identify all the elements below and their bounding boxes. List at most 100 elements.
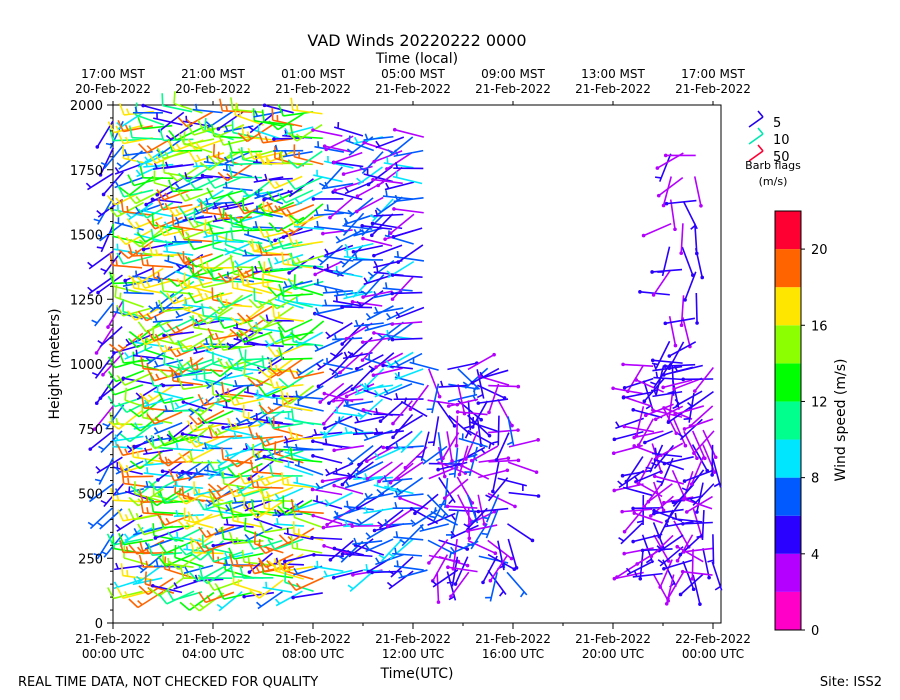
barb-tip	[372, 528, 377, 533]
wind-barb	[344, 242, 374, 252]
wind-barb	[507, 523, 535, 543]
barb-half	[378, 554, 385, 559]
x-tick-label: 22-Feb-2022	[675, 632, 751, 646]
barb-half	[690, 498, 697, 504]
barb-half	[324, 181, 329, 189]
barb-staff	[399, 497, 429, 510]
barb-staff	[142, 209, 173, 218]
wind-barb	[236, 485, 273, 497]
barb-full	[151, 265, 155, 278]
barb-full	[118, 103, 125, 116]
barb-staff	[623, 363, 654, 367]
wind-barb	[258, 358, 294, 378]
wind-barb	[702, 548, 711, 580]
barb-tip	[320, 479, 325, 483]
barb-half	[175, 143, 181, 150]
wind-barb	[187, 175, 224, 190]
barb-full	[276, 321, 286, 333]
barb-staff	[212, 229, 243, 235]
barb-staff	[342, 553, 373, 558]
barb-full	[141, 395, 145, 409]
barb-half	[323, 570, 328, 577]
wind-barb	[214, 525, 244, 536]
barb-half	[256, 601, 262, 607]
barb-staff	[680, 573, 704, 596]
wind-barb	[343, 250, 374, 261]
wind-barb	[247, 113, 274, 134]
barb-half	[245, 314, 252, 320]
barb-staff	[214, 525, 244, 536]
barb-staff	[394, 352, 423, 368]
barb-staff	[113, 281, 144, 285]
barb-half	[450, 530, 456, 537]
barb-half	[318, 182, 326, 187]
wind-barb	[310, 487, 343, 496]
barb-staff	[392, 413, 414, 438]
barb-full	[128, 408, 140, 418]
barb-half	[488, 442, 492, 450]
wind-barb	[141, 242, 174, 252]
barb-tip	[621, 395, 626, 400]
barb-staff	[396, 414, 424, 432]
wind-barb	[621, 391, 654, 400]
barb-half	[233, 432, 238, 439]
barb-staff	[153, 240, 184, 245]
wind-barb	[460, 463, 490, 480]
barb-tip	[362, 140, 366, 145]
barb-staff	[332, 336, 354, 360]
barb-tip	[370, 233, 374, 238]
wind-barb	[446, 556, 459, 587]
barb-full	[157, 434, 166, 447]
barb-full	[146, 413, 156, 425]
barb-staff	[177, 423, 204, 443]
barb-staff	[398, 569, 428, 579]
barb-half	[244, 206, 250, 213]
wind-barb	[673, 405, 705, 417]
barb-staff	[430, 510, 459, 526]
barb-half	[347, 351, 354, 356]
barb-staff	[322, 443, 353, 449]
barb-tip	[391, 435, 395, 440]
barb-staff	[711, 561, 723, 591]
barb-full	[258, 560, 266, 573]
barb-full	[204, 219, 207, 232]
barb-half	[146, 259, 149, 266]
barb-staff	[312, 488, 343, 496]
y-tick-label: 750	[78, 423, 103, 438]
wind-barb	[507, 461, 539, 474]
wind-barb	[377, 321, 404, 341]
barb-half	[429, 515, 436, 519]
barb-half	[195, 515, 200, 522]
barb-half	[223, 156, 229, 163]
barb-staff	[232, 423, 263, 431]
barb-tip	[327, 401, 331, 405]
barb-tip	[638, 290, 642, 294]
barb-full	[279, 332, 285, 345]
barb-staff	[294, 254, 325, 265]
barb-tip	[631, 408, 636, 412]
barb-half	[374, 306, 379, 313]
barb-staff	[692, 507, 703, 537]
barb-half	[326, 204, 329, 211]
barb-full	[208, 424, 217, 436]
barb-full	[146, 438, 156, 450]
barb-tip	[679, 323, 684, 328]
barb-half	[396, 560, 399, 567]
barb-half	[216, 484, 223, 490]
barb-tip	[663, 153, 668, 158]
barb-staff	[322, 290, 353, 294]
wind-barb	[229, 254, 263, 269]
barb-full	[258, 385, 267, 397]
barb-full	[239, 218, 245, 231]
barb-tip	[132, 444, 136, 449]
wind-barb	[123, 267, 153, 283]
colorbar-tick-label: 20	[811, 243, 828, 258]
wind-barb	[667, 341, 685, 371]
barb-half	[194, 220, 200, 227]
wind-barb	[378, 538, 403, 562]
barb-staff	[282, 162, 313, 166]
barb-half	[356, 518, 363, 525]
barb-staff	[275, 590, 303, 607]
wind-barb	[385, 322, 413, 342]
